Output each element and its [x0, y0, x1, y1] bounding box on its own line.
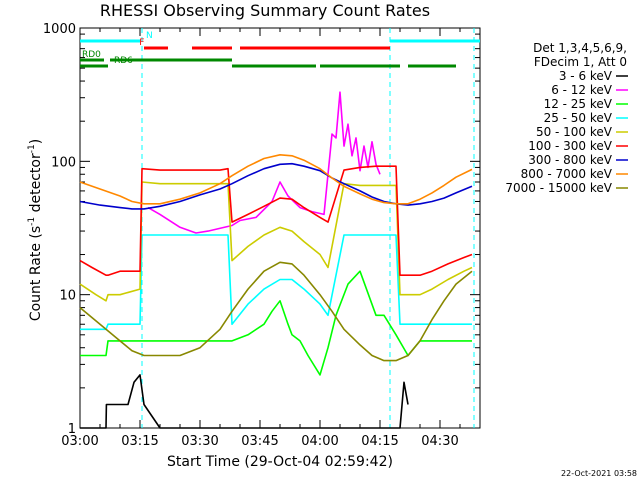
x-tick-label: 04:00: [301, 434, 338, 449]
state-bar-label: F: [139, 38, 144, 48]
y-label-sup: -1: [27, 144, 37, 153]
legend: Det 1,3,4,5,6,9,FDecim 1, Att 03 - 6 keV…: [505, 41, 628, 195]
chart-title: RHESSI Observing Summary Count Rates: [100, 1, 430, 20]
x-tick-label: 03:15: [121, 434, 158, 449]
series-line: [80, 374, 409, 429]
y-label-part: ): [28, 139, 44, 144]
vertical-markers: [141, 28, 475, 428]
y-label-part: Count Rate (s: [28, 226, 44, 321]
x-tick-label: 03:30: [181, 434, 218, 449]
series-line: [79, 261, 473, 362]
y-tick-label: 1: [68, 422, 76, 437]
legend-label: 7000 - 15000 keV: [505, 181, 612, 195]
tick-layer: 03:00 03:15 03:30 03:45 04:00 04:15 04:30 1 10 10…: [43, 22, 481, 449]
y-tick-label: 1000: [43, 22, 76, 37]
series-layer: [79, 91, 473, 429]
series-line: [79, 154, 473, 205]
y-label-part: detector: [28, 153, 44, 217]
x-axis-label: Start Time (29-Oct-04 02:59:42): [167, 454, 393, 470]
y-tick-label: 100: [51, 155, 76, 170]
x-tick-label: 04:15: [361, 434, 398, 449]
x-tick-label: 03:45: [241, 434, 278, 449]
legend-label: 300 - 800 keV: [528, 153, 612, 167]
x-tick-label: 03:00: [61, 434, 98, 449]
legend-label: 50 - 100 keV: [536, 125, 613, 139]
generation-timestamp: 22-Oct-2021 03:58: [561, 469, 637, 478]
y-label-sup: -1: [27, 217, 37, 226]
series-line: [147, 91, 381, 234]
legend-label: 100 - 300 keV: [528, 139, 612, 153]
legend-label: 25 - 50 keV: [544, 111, 613, 125]
legend-label: 6 - 12 keV: [551, 83, 613, 97]
y-tick-label: 10: [59, 289, 76, 304]
x-tick-label: 04:30: [421, 434, 458, 449]
series-line: [79, 165, 473, 277]
legend-label: 800 - 7000 keV: [521, 167, 613, 181]
state-bar-label: N: [146, 31, 153, 41]
series-line: [80, 270, 472, 376]
legend-label: 3 - 6 keV: [559, 69, 613, 83]
state-bar-label: RD6: [114, 56, 133, 66]
legend-header: Det 1,3,4,5,6,9,: [533, 41, 627, 55]
series-line: [79, 162, 473, 210]
state-bars: NF RD0 RD6: [80, 31, 480, 68]
series-line: [80, 234, 472, 331]
legend-label: 12 - 25 keV: [544, 97, 613, 111]
state-bar-label: RD0: [82, 50, 101, 60]
legend-header: FDecim 1, Att 0: [534, 55, 627, 69]
y-axis-label: Count Rate (s-1 detector-1): [27, 139, 44, 321]
